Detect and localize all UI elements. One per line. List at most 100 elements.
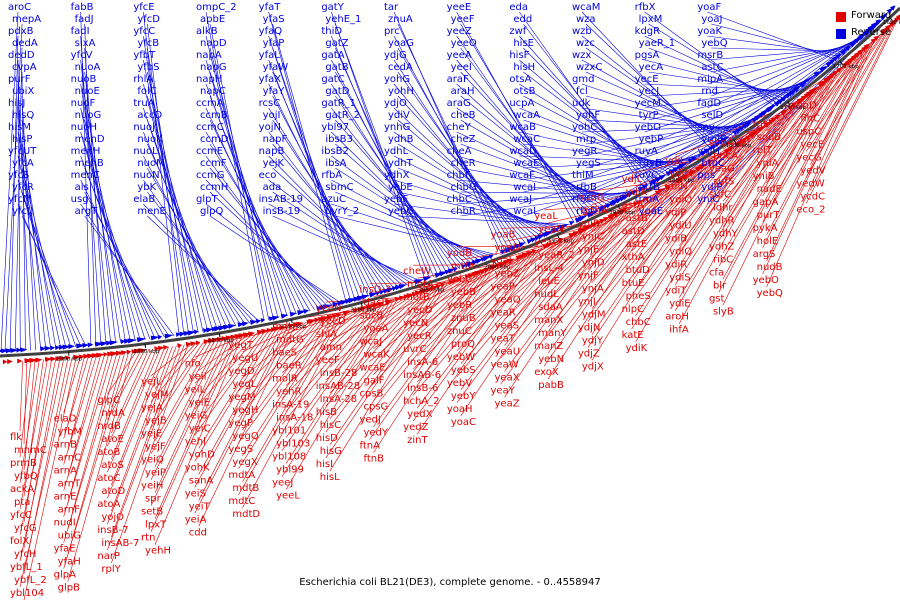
scale-tick-label: 2250 kbp <box>133 349 159 355</box>
forward-gene-arrow <box>727 146 734 152</box>
forward-gene-arrow <box>774 114 781 120</box>
forward-connector-line <box>23 358 61 549</box>
reverse-connector-lines <box>0 11 888 352</box>
reverse-gene-arrow <box>518 242 526 248</box>
reverse-gene-label: yeeE <box>447 2 472 13</box>
reverse-connector-line <box>393 83 527 244</box>
forward-gene-label: yeaQ <box>495 294 521 305</box>
reverse-connector-line <box>331 59 443 275</box>
reverse-gene-arrow <box>551 227 562 234</box>
reverse-connector-line <box>523 71 664 178</box>
forward-gene-label: sodB <box>757 132 782 143</box>
forward-connector-line <box>718 90 814 189</box>
forward-gene-label: ydiO <box>669 195 692 206</box>
forward-connector-line <box>325 293 416 355</box>
reverse-connector-line <box>331 131 468 266</box>
forward-gene-label: ydiL <box>665 156 686 167</box>
forward-gene-arrow <box>456 277 462 283</box>
forward-connector-line <box>285 306 370 386</box>
forward-connector-line <box>194 334 247 358</box>
forward-connector-line <box>543 189 661 315</box>
forward-gene-label: ybl99 <box>276 464 304 475</box>
forward-gene-label: yebV <box>447 378 472 389</box>
reverse-gene-label: yojI <box>263 110 281 121</box>
forward-connector-line <box>679 109 788 272</box>
reverse-gene-label: hisM <box>8 122 31 133</box>
scale-tick <box>787 101 791 106</box>
reverse-gene-label: fcl <box>576 86 588 97</box>
scale-tick-label: 2050 kbp <box>419 287 445 293</box>
forward-gene-label: yeeJ <box>272 477 293 488</box>
forward-connector-line <box>631 135 751 304</box>
reverse-connector-line <box>460 189 641 217</box>
reverse-gene-label: rfbB <box>576 182 597 193</box>
forward-gene-arrow <box>572 230 580 237</box>
reverse-connector-line <box>272 143 396 290</box>
scale-tick-label: 1700 kbp <box>833 64 859 70</box>
forward-gene-label: yehH <box>145 546 171 557</box>
reverse-gene-label: hisF <box>509 50 529 61</box>
forward-gene-arrow <box>17 358 23 364</box>
forward-gene-arrow <box>261 329 269 334</box>
forward-connector-line <box>500 212 618 333</box>
forward-gene-arrow <box>884 23 892 31</box>
reverse-gene-label: ydhX <box>384 170 410 181</box>
reverse-gene-label: mipA <box>697 74 723 85</box>
forward-connector-line <box>635 133 754 317</box>
forward-gene-arrow <box>636 200 642 205</box>
forward-connector-line <box>63 352 122 543</box>
reverse-gene-label: yfaS <box>263 14 285 25</box>
forward-gene-arrow <box>78 354 86 360</box>
reverse-gene-label: nuoE <box>75 86 100 97</box>
reverse-connector-line <box>84 119 136 342</box>
reverse-gene-label: nuoK <box>137 134 163 145</box>
forward-gene-label: ydiN <box>665 182 688 193</box>
forward-connector-line <box>329 283 448 472</box>
forward-gene-arrows <box>2 14 900 365</box>
reverse-gene-arrow <box>687 158 694 164</box>
forward-connector-line <box>67 353 118 530</box>
forward-gene-label: ydjY <box>582 336 604 347</box>
forward-connector-line <box>285 308 362 360</box>
reverse-gene-arrow <box>605 203 612 209</box>
reverse-connector-line <box>268 179 409 286</box>
reverse-gene-label: ccmG <box>196 170 225 181</box>
reverse-gene-arrow <box>205 327 214 333</box>
forward-connector-line <box>806 22 894 178</box>
scale-tick <box>733 139 737 144</box>
reverse-connector-line <box>581 35 719 145</box>
forward-gene-arrow <box>558 237 564 243</box>
reverse-connector-line <box>519 83 667 176</box>
forward-gene-label: yecN <box>403 318 428 329</box>
reverse-gene-label: nuoG <box>75 110 102 121</box>
forward-gene-arrow <box>59 355 67 361</box>
reverse-gene-label: nuoB <box>71 74 97 85</box>
forward-gene-label: yebR <box>447 300 472 311</box>
reverse-connector-line <box>519 153 704 205</box>
forward-gene-label: ycdC <box>800 191 825 202</box>
scale-tick <box>218 332 221 338</box>
forward-connector-line <box>242 314 341 483</box>
reverse-gene-label: spy <box>697 122 715 133</box>
reverse-gene-label: ydhL <box>384 146 409 157</box>
forward-gene-arrow <box>583 225 592 232</box>
reverse-connector-line <box>707 31 869 133</box>
forward-gene-arrow <box>157 345 165 351</box>
reverse-connector-line <box>209 119 306 313</box>
reverse-gene-arrow <box>10 347 19 353</box>
forward-gene-label: yeaU <box>495 346 521 357</box>
scale-tick-label: 2100 kbp <box>351 307 377 313</box>
reverse-connector-line <box>523 95 671 174</box>
forward-connector-line <box>242 317 326 431</box>
reverse-gene-arrow <box>193 329 199 335</box>
forward-gene-label: yeaY <box>491 385 516 396</box>
reverse-gene-arrow <box>690 156 698 162</box>
reverse-gene-label: yoaK <box>697 26 722 37</box>
reverse-gene-label: menE <box>137 206 166 217</box>
forward-gene-label: insB-7 <box>97 525 128 536</box>
forward-gene-label: manX <box>534 315 563 326</box>
reverse-gene-label: napG <box>200 62 227 73</box>
forward-gene-label: spr <box>145 494 162 505</box>
forward-connector-line <box>242 315 333 457</box>
forward-connector-line <box>810 24 891 165</box>
